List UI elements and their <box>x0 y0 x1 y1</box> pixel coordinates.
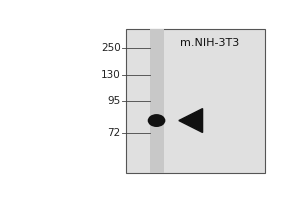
Text: 95: 95 <box>107 96 121 106</box>
Text: 72: 72 <box>107 128 121 138</box>
Text: 250: 250 <box>101 43 121 53</box>
Ellipse shape <box>148 114 165 127</box>
Bar <box>150 29 164 173</box>
Bar <box>126 29 266 173</box>
Polygon shape <box>179 109 202 132</box>
Text: 130: 130 <box>101 70 121 80</box>
Text: m.NIH-3T3: m.NIH-3T3 <box>180 38 239 48</box>
